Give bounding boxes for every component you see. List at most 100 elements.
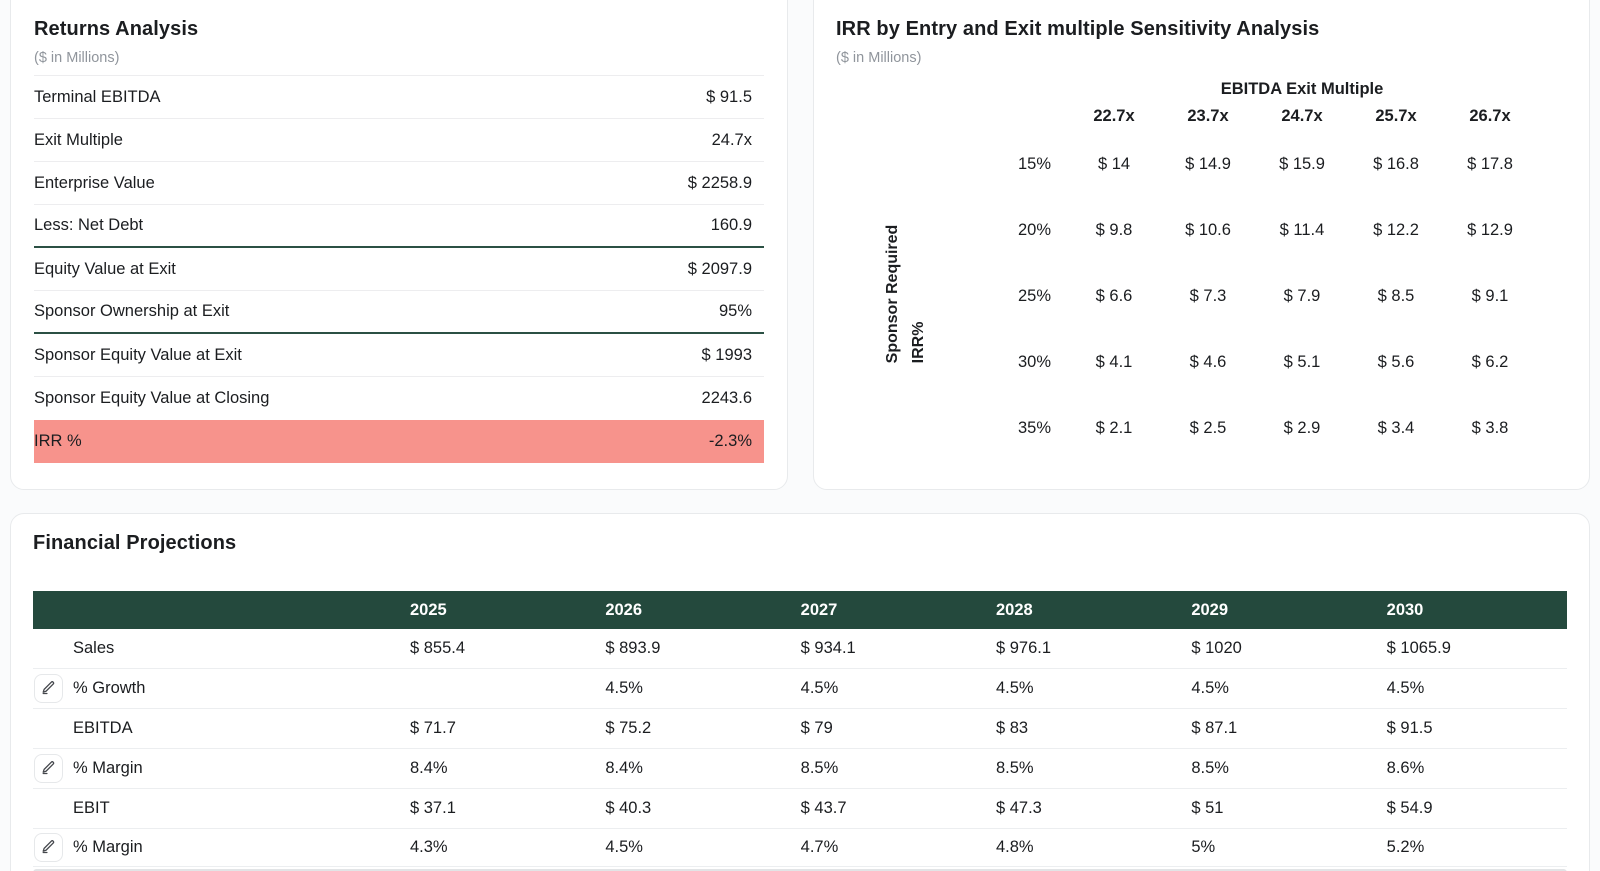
projections-row-label-cell: EBITDA xyxy=(33,719,395,738)
sensitivity-cell: $ 11.4 xyxy=(1279,220,1325,239)
projections-cell: 8.5% xyxy=(995,759,1034,777)
sensitivity-cell: $ 10.6 xyxy=(1185,220,1231,239)
sensitivity-column-header: 22.7x xyxy=(1093,106,1135,125)
returns-row: Exit Multiple 24.7x xyxy=(34,119,764,162)
projections-cell: 8.4% xyxy=(410,759,448,777)
projections-cell: $ 83 xyxy=(995,719,1029,737)
projections-cell: $ 51 xyxy=(1191,799,1224,817)
returns-row: Enterprise Value $ 2258.9 xyxy=(34,162,764,205)
sensitivity-cell: $ 3.4 xyxy=(1377,418,1415,437)
projections-cell: 4.3% xyxy=(410,838,448,856)
financial-projections-title: Financial Projections xyxy=(33,532,237,554)
projections-row-label: EBITDA xyxy=(73,719,133,737)
sensitivity-cell: $ 12.2 xyxy=(1373,220,1419,239)
projections-row-label-cell: EBIT xyxy=(33,799,395,818)
returns-row-value: $ 1993 xyxy=(701,345,752,364)
projections-cell: $ 91.5 xyxy=(1386,719,1433,737)
sensitivity-row-header: 15% xyxy=(1017,154,1051,173)
spacer-cell xyxy=(836,79,1067,101)
sensitivity-cell: $ 4.6 xyxy=(1189,352,1227,371)
projections-cell: $ 1065.9 xyxy=(1386,639,1451,657)
returns-analysis-subtitle: ($ in Millions) xyxy=(34,50,120,66)
returns-row-label: Equity Value at Exit xyxy=(34,259,176,278)
sensitivity-column-header: 25.7x xyxy=(1375,106,1417,125)
sensitivity-column-header: 23.7x xyxy=(1187,106,1229,125)
projections-row: Sales $ 855.4 $ 893.9 $ 934.1 $ 976.1 $ 1020 $… xyxy=(33,629,1567,669)
returns-row-value: $ 2097.9 xyxy=(687,259,752,278)
projections-cell: $ 47.3 xyxy=(995,799,1042,817)
sensitivity-cell: $ 14.9 xyxy=(1185,154,1231,173)
projections-cell: $ 54.9 xyxy=(1386,799,1433,817)
row-axis-label-line2: IRR% xyxy=(910,321,927,364)
divider xyxy=(34,75,764,76)
returns-row-label: Sponsor Ownership at Exit xyxy=(34,302,230,320)
sensitivity-row-header: 25% xyxy=(1017,286,1051,305)
pencil-icon xyxy=(41,760,56,778)
returns-row: Equity Value at Exit $ 2097.9 xyxy=(34,248,764,291)
returns-row-label: Sponsor Equity Value at Closing xyxy=(34,389,270,407)
returns-row-label: Sponsor Equity Value at Exit xyxy=(34,345,242,364)
projections-cell: $ 934.1 xyxy=(800,639,856,657)
sensitivity-column-group-label: EBITDA Exit Multiple xyxy=(1220,80,1384,98)
returns-row-label: Exit Multiple xyxy=(34,130,123,149)
projections-cell: 8.6% xyxy=(1386,759,1425,777)
financial-projections-card: Financial Projections 2025 2026 2027 2028 20… xyxy=(10,513,1590,871)
projections-cell: 4.5% xyxy=(1191,679,1229,697)
projections-cell: 5% xyxy=(1191,838,1216,856)
sensitivity-title: IRR by Entry and Exit multiple Sensitivi… xyxy=(836,18,1320,40)
projections-year-header: 2025 xyxy=(410,600,447,619)
sensitivity-row-axis-label: Sponsor Required IRR% xyxy=(880,225,932,364)
horizontal-scrollbar[interactable] xyxy=(33,869,1567,871)
projections-row: EBIT $ 37.1 $ 40.3 $ 43.7 $ 47.3 $ 51 $ 54.9 xyxy=(33,789,1567,829)
projections-cell: $ 855.4 xyxy=(410,639,466,657)
sensitivity-column-header: 24.7x xyxy=(1281,106,1323,125)
projections-row: % Growth 4.5% 4.5% 4.5% 4.5% 4.5% xyxy=(33,669,1567,709)
projections-cell: 8.4% xyxy=(605,759,643,777)
returns-row-value: -2.3% xyxy=(708,432,752,450)
sensitivity-analysis-card: IRR by Entry and Exit multiple Sensitivi… xyxy=(813,0,1590,490)
sensitivity-cell: $ 7.9 xyxy=(1283,286,1321,305)
projections-year-header: 2028 xyxy=(995,600,1033,619)
returns-row-value: 2243.6 xyxy=(701,389,752,407)
returns-row-label: Less: Net Debt xyxy=(34,216,144,234)
projections-cell: 8.5% xyxy=(800,759,839,777)
sensitivity-cell: $ 9.8 xyxy=(1095,220,1133,239)
returns-row: Less: Net Debt 160.9 xyxy=(34,205,764,248)
returns-row-label: Terminal EBITDA xyxy=(34,87,161,106)
projections-row-label-cell: % Margin xyxy=(33,833,395,862)
returns-row: Terminal EBITDA $ 91.5 xyxy=(34,76,764,119)
sensitivity-table: EBITDA Exit Multiple 22.7x 23.7x 24.7x 25.7x… xyxy=(836,79,1567,461)
projections-cell: 5.2% xyxy=(1386,838,1425,856)
projections-row: % Margin 4.3% 4.5% 4.7% 4.8% 5% 5.2% xyxy=(33,829,1567,867)
projections-row-label-cell: % Margin xyxy=(33,754,395,783)
projections-row-label: EBIT xyxy=(73,799,110,817)
projections-row-label-cell: % Growth xyxy=(33,674,395,703)
projections-cell: 4.5% xyxy=(605,679,643,697)
sensitivity-cell: $ 6.2 xyxy=(1471,352,1509,371)
row-axis-label-line1: Sponsor Required xyxy=(884,224,901,364)
projections-cell: $ 71.7 xyxy=(410,719,456,737)
returns-row-label: Enterprise Value xyxy=(34,173,155,192)
pencil-icon xyxy=(41,839,56,857)
edit-row-button[interactable] xyxy=(34,754,63,783)
projections-cell: $ 893.9 xyxy=(605,639,661,657)
sensitivity-cell: $ 2.9 xyxy=(1283,418,1321,437)
returns-analysis-rows: Terminal EBITDA $ 91.5 Exit Multiple 24.7x E… xyxy=(34,76,764,463)
sensitivity-cell: $ 14 xyxy=(1097,154,1131,173)
projections-cell: $ 37.1 xyxy=(410,799,456,817)
sensitivity-cell: $ 12.9 xyxy=(1467,220,1513,239)
projections-cell: $ 87.1 xyxy=(1191,719,1238,737)
sensitivity-cell: $ 16.8 xyxy=(1373,154,1419,173)
returns-row-value: 24.7x xyxy=(711,130,752,149)
edit-row-button[interactable] xyxy=(34,833,63,862)
returns-row: Sponsor Equity Value at Exit $ 1993 xyxy=(34,334,764,377)
sensitivity-cell: $ 4.1 xyxy=(1095,352,1133,371)
sensitivity-cell: $ 8.5 xyxy=(1377,286,1415,305)
edit-row-button[interactable] xyxy=(34,674,63,703)
sensitivity-cell: $ 5.1 xyxy=(1283,352,1321,371)
projections-cell: 4.5% xyxy=(800,679,839,697)
sensitivity-subtitle: ($ in Millions) xyxy=(836,50,922,66)
projections-cell: $ 1020 xyxy=(1191,639,1242,657)
sensitivity-cell: $ 2.5 xyxy=(1189,418,1227,437)
returns-row-label: IRR % xyxy=(34,432,82,450)
